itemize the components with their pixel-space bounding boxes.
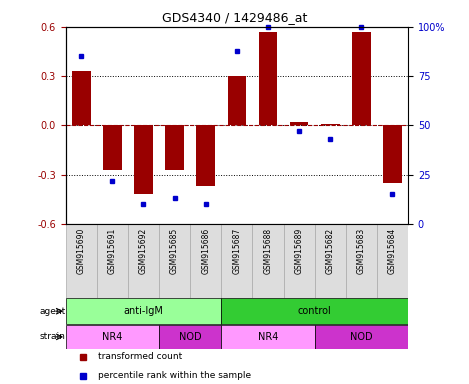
Text: NR4: NR4 xyxy=(258,332,278,342)
Text: transformed count: transformed count xyxy=(98,353,182,361)
FancyBboxPatch shape xyxy=(315,224,346,298)
Text: GSM915692: GSM915692 xyxy=(139,228,148,274)
FancyBboxPatch shape xyxy=(66,298,221,324)
Text: GSM915688: GSM915688 xyxy=(264,228,272,274)
Text: GSM915691: GSM915691 xyxy=(108,228,117,274)
Bar xyxy=(197,126,215,186)
FancyBboxPatch shape xyxy=(221,298,408,324)
Text: GSM915683: GSM915683 xyxy=(357,228,366,274)
Bar xyxy=(103,126,121,170)
Text: GSM915687: GSM915687 xyxy=(232,228,242,274)
FancyBboxPatch shape xyxy=(97,224,128,298)
Bar xyxy=(165,126,184,170)
Bar xyxy=(72,71,91,126)
Text: percentile rank within the sample: percentile rank within the sample xyxy=(98,371,251,380)
FancyBboxPatch shape xyxy=(346,224,377,298)
FancyBboxPatch shape xyxy=(159,224,190,298)
Text: GDS4340 / 1429486_at: GDS4340 / 1429486_at xyxy=(162,12,307,25)
Text: GSM915690: GSM915690 xyxy=(77,228,86,274)
FancyBboxPatch shape xyxy=(66,224,97,298)
Bar xyxy=(290,122,309,126)
FancyBboxPatch shape xyxy=(66,325,159,349)
FancyBboxPatch shape xyxy=(252,224,284,298)
Text: control: control xyxy=(298,306,332,316)
Bar xyxy=(352,32,371,126)
FancyBboxPatch shape xyxy=(315,325,408,349)
Text: GSM915689: GSM915689 xyxy=(295,228,303,274)
FancyBboxPatch shape xyxy=(190,224,221,298)
Text: GSM915682: GSM915682 xyxy=(325,228,335,274)
Text: strain: strain xyxy=(40,333,66,341)
Bar xyxy=(383,126,402,183)
FancyBboxPatch shape xyxy=(221,325,315,349)
FancyBboxPatch shape xyxy=(377,224,408,298)
Text: GSM915685: GSM915685 xyxy=(170,228,179,274)
Text: NOD: NOD xyxy=(179,332,202,342)
Bar xyxy=(258,32,277,126)
Bar xyxy=(227,76,246,126)
Bar xyxy=(134,126,153,194)
Text: NOD: NOD xyxy=(350,332,373,342)
Text: NR4: NR4 xyxy=(102,332,122,342)
Bar xyxy=(321,124,340,126)
Text: anti-IgM: anti-IgM xyxy=(123,306,163,316)
FancyBboxPatch shape xyxy=(284,224,315,298)
FancyBboxPatch shape xyxy=(159,325,221,349)
FancyBboxPatch shape xyxy=(128,224,159,298)
Text: GSM915686: GSM915686 xyxy=(201,228,210,274)
Text: GSM915684: GSM915684 xyxy=(388,228,397,274)
Text: agent: agent xyxy=(39,307,66,316)
FancyBboxPatch shape xyxy=(221,224,252,298)
